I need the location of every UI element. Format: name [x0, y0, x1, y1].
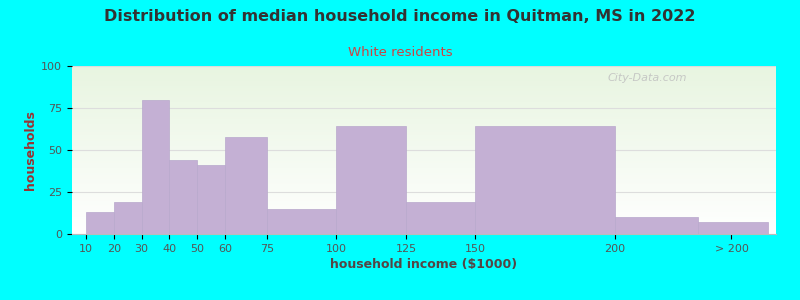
Bar — [86, 212, 114, 234]
Bar — [170, 160, 198, 234]
Bar — [142, 100, 170, 234]
Bar — [614, 217, 698, 234]
Bar — [198, 165, 225, 234]
Bar — [336, 127, 406, 234]
Bar — [698, 222, 768, 234]
Text: White residents: White residents — [348, 46, 452, 59]
Bar — [225, 136, 266, 234]
Bar — [475, 127, 614, 234]
Y-axis label: households: households — [24, 110, 37, 190]
Text: City-Data.com: City-Data.com — [607, 73, 686, 83]
Bar — [406, 202, 475, 234]
X-axis label: household income ($1000): household income ($1000) — [330, 258, 518, 271]
Text: Distribution of median household income in Quitman, MS in 2022: Distribution of median household income … — [104, 9, 696, 24]
Bar — [114, 202, 142, 234]
Bar — [266, 209, 336, 234]
